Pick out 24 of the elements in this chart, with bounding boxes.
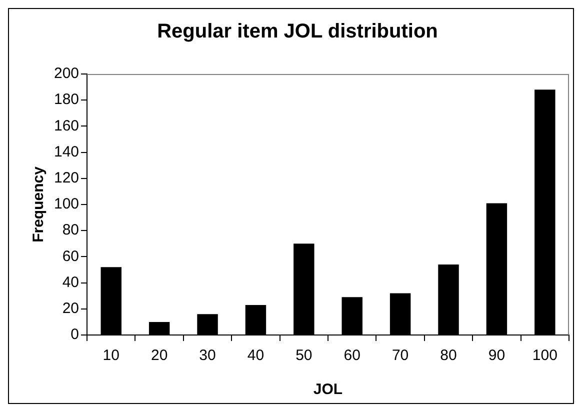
- y-tick-label: 0: [70, 326, 80, 344]
- y-axis-title: Frequency: [30, 166, 48, 242]
- y-tick-label: 140: [54, 143, 80, 160]
- x-tick-label: 30: [199, 347, 216, 364]
- x-tick-label: 40: [247, 347, 264, 364]
- x-tick-label: 70: [392, 347, 409, 364]
- x-tick-label: 100: [532, 347, 558, 364]
- y-tick-label: 200: [54, 65, 80, 82]
- x-tick-label: 80: [440, 347, 457, 364]
- y-tick-label: 20: [62, 300, 80, 318]
- x-tick-label: 90: [488, 347, 506, 364]
- x-axis-title: JOL: [313, 381, 343, 398]
- chart-title: Regular item JOL distribution: [157, 20, 438, 43]
- y-tick-label: 180: [54, 91, 80, 108]
- y-tick-label: 80: [62, 222, 80, 239]
- y-tick-label: 100: [54, 196, 80, 213]
- x-tick-label: 10: [102, 347, 120, 364]
- y-tick-label: 120: [54, 170, 80, 187]
- x-tick-label: 50: [296, 347, 312, 364]
- x-tick-label: 20: [150, 347, 168, 364]
- y-tick-label: 60: [62, 248, 80, 265]
- y-tick-label: 40: [62, 274, 80, 291]
- x-tick-label: 60: [344, 347, 360, 364]
- y-tick-label: 160: [54, 117, 80, 134]
